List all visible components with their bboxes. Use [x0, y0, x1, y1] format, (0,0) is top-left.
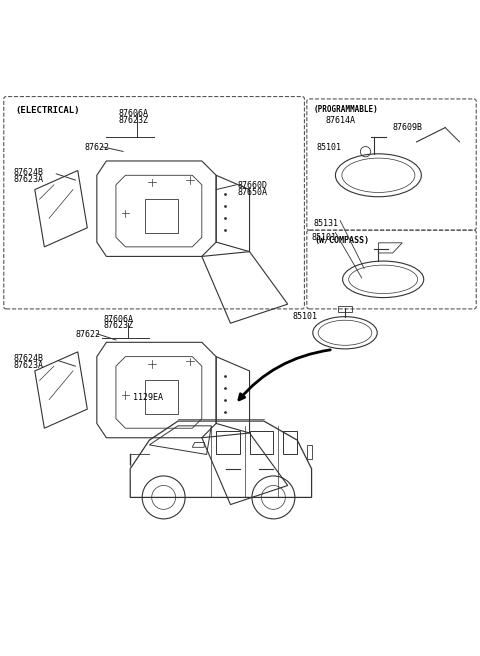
Text: (W/COMPASS): (W/COMPASS) [314, 236, 369, 245]
Text: 85101: 85101 [316, 143, 341, 152]
Text: 87614A: 87614A [326, 115, 356, 125]
Text: 87624B: 87624B [13, 354, 43, 363]
Text: 87624B: 87624B [13, 168, 43, 177]
Bar [338, 306, 352, 312]
Text: (ELECTRICAL): (ELECTRICAL) [16, 106, 80, 115]
Text: 85101: 85101 [292, 312, 317, 321]
Text: 1129EA: 1129EA [132, 394, 163, 402]
Text: 87660D: 87660D [238, 181, 268, 190]
Text: 87622: 87622 [85, 143, 110, 152]
Text: 87606A: 87606A [118, 110, 148, 119]
Text: 87609B: 87609B [393, 123, 423, 132]
Text: 87623A: 87623A [13, 175, 43, 184]
Text: 87623Z: 87623Z [118, 116, 148, 125]
Text: 87650A: 87650A [238, 188, 268, 197]
Bar [307, 445, 312, 459]
Text: 87622: 87622 [75, 330, 100, 339]
Text: (PROGRAMMABLE): (PROGRAMMABLE) [314, 105, 379, 114]
Text: 87623A: 87623A [13, 361, 43, 371]
Text: 85131: 85131 [314, 219, 339, 228]
Text: 87623Z: 87623Z [104, 321, 134, 331]
Text: 85101: 85101 [312, 233, 336, 241]
Text: 87606A: 87606A [104, 315, 134, 323]
